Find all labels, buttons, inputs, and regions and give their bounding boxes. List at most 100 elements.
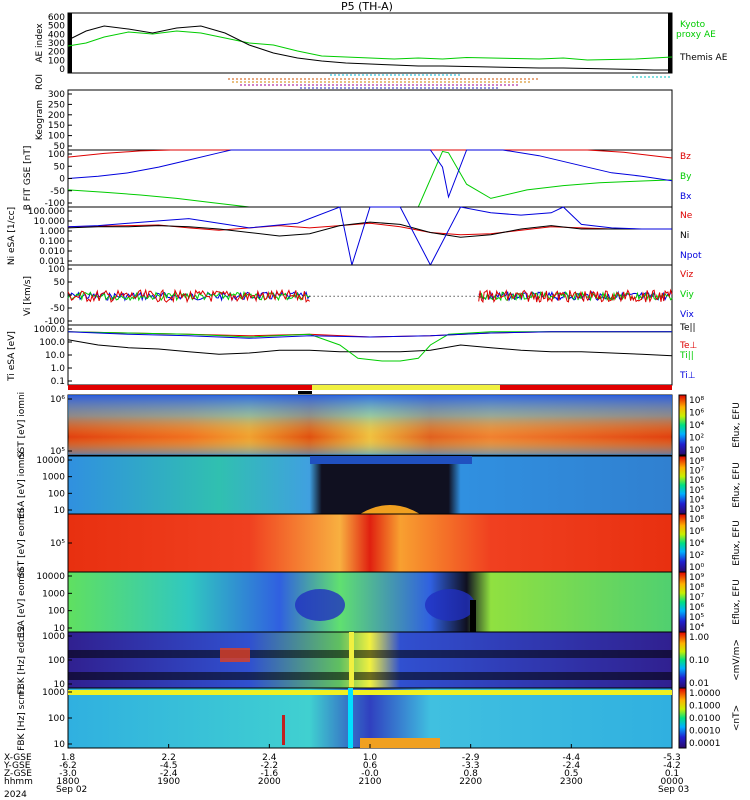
colorbar-tick: 10⁰ (689, 563, 704, 573)
temperature-series (67, 331, 673, 362)
ytick-label: 100 (48, 56, 65, 66)
ytick-label: 600 (48, 13, 65, 23)
legend-ti-par: Ti|| (679, 351, 694, 361)
row-label-hhmm: hhmm (4, 777, 33, 787)
ae-series (67, 25, 673, 71)
mode-bar-black-tick (298, 391, 312, 394)
time-axis-value: -2.2 (261, 761, 279, 771)
colorbar-label: Eflux, EFU (732, 402, 742, 448)
colorbar-tick: 10⁶ (689, 476, 704, 486)
bfield-frame (67, 149, 673, 208)
colorbar-label: <mV/m> (732, 639, 742, 681)
colorbar-tick: 0.0100 (689, 714, 721, 724)
density-frame (67, 206, 673, 266)
time-axis-value: 2200 (459, 777, 482, 787)
time-axis-value: 0.1 (665, 769, 679, 779)
fbk-b-red-line (282, 715, 285, 745)
colorbar-tick: 10⁴ (689, 539, 704, 549)
velocity-series (67, 288, 673, 304)
ytick-label: 0 (59, 291, 65, 301)
time-axis-value: -1.6 (261, 769, 279, 779)
fbk-b-spike (348, 688, 353, 748)
ytick-label: 100.0 (39, 338, 65, 348)
legend-bx: Bx (680, 192, 692, 202)
fbk-e-dark-band-2 (68, 672, 672, 680)
time-axis-value: 1900 (157, 777, 180, 787)
colorbar-tick: 0.1000 (689, 702, 721, 712)
legend-te-perp: Te⊥ (679, 341, 698, 351)
ytick-label: 150 (48, 121, 65, 131)
row-label-year: 2024 (4, 790, 27, 800)
series-line-kyoto-proxy-ae (67, 30, 673, 61)
legend-npot: Npot (680, 251, 702, 261)
ytick-label: 200 (48, 111, 65, 121)
ytick-label: 10 (54, 680, 66, 690)
keogram-frame (67, 89, 673, 151)
ytick-label: 100 (48, 489, 65, 499)
colorbar-tick: 10⁶ (689, 603, 704, 613)
time-axis: 1.8-6.2-3.018002.2-4.5-2.419002.4-2.2-1.… (57, 744, 684, 787)
colorbar-tick: 10³ (689, 505, 704, 515)
density-series (67, 206, 672, 267)
mode-bars (68, 385, 672, 394)
ytick-label: 1000.0 (34, 325, 66, 335)
time-axis-value: 1800 (57, 777, 80, 787)
velocity-yticks: 100 50 0 -50 -100 (45, 265, 72, 327)
colorbar-tick: 10² (689, 551, 704, 561)
fbk-e-dark-band-1 (68, 650, 672, 658)
time-axis-value: 2.2 (162, 753, 176, 763)
series-line-velocity-2 (67, 288, 310, 304)
sst-electron-ylabel: SST [eV] eomni (17, 508, 27, 577)
ytick-label: 10 (54, 624, 66, 634)
legend-ne: Ne (680, 211, 693, 221)
ytick-label: 10000 (36, 572, 65, 582)
time-axis-value: -6.2 (59, 761, 77, 771)
time-axis-value: -5.3 (663, 753, 681, 763)
ytick-label: 0.010 (39, 247, 65, 257)
ytick-label: 1.000 (39, 227, 65, 237)
legend-themis-ae: Themis AE (679, 53, 728, 63)
ytick-label: 50 (54, 162, 66, 172)
time-axis-value: 1.8 (61, 753, 76, 763)
mode-bar-red-right (500, 385, 672, 390)
sst-ion-panel: SST [eV] iomni 10⁶ 10⁵ (17, 392, 673, 458)
fbk-b-panel: FBK [Hz] scm1 1000 100 10 (17, 685, 673, 751)
colorbar-tick: 10⁷ (689, 593, 704, 603)
colorbar-tick: 10⁹ (689, 573, 704, 583)
time-axis-value: 0000 (661, 777, 684, 787)
time-axis-value: -4.5 (160, 761, 178, 771)
colorbar-tick: 0.0001 (689, 739, 721, 749)
colorbar-tick: 10⁰ (689, 446, 704, 456)
ytick-label: 10.0 (45, 351, 65, 361)
sst-electron-heatmap (67, 513, 673, 573)
row-label-zgse: Z-GSE (4, 769, 32, 779)
legend-bz: Bz (680, 152, 691, 162)
series-line-ni (67, 221, 672, 238)
time-axis-value: -0.0 (361, 769, 379, 779)
fbk-e-panel: FBK [Hz] edc12 1000 100 10 (17, 625, 673, 695)
fbk-b-top-band (68, 690, 672, 695)
sst-ion-overlay (68, 395, 672, 455)
row-label-ygse: Y-GSE (3, 761, 31, 771)
colorbar-5 (678, 394, 687, 456)
series-line-velocity-2 (478, 288, 673, 304)
temperature-yticks: 1000.0 100.0 10.0 1.0 0.1 (34, 325, 72, 387)
colorbar-tick: 10⁷ (689, 467, 704, 477)
ytick-label: 0 (59, 175, 65, 185)
fbk-b-ylabel: FBK [Hz] scm1 (17, 685, 27, 751)
ytick-label: 50 (54, 278, 66, 288)
esa-electron-heatmap (67, 571, 673, 633)
esa-electron-panel: ESA [eV] eomni 10000 1000 100 10 (17, 568, 673, 638)
esa-electron-ylabel: ESA [eV] eomni (17, 568, 27, 638)
ytick-label: 400 (48, 30, 65, 40)
esa-ion-heatmap (67, 455, 673, 515)
esa-ion-arc (360, 505, 420, 514)
colorbar-tick: 10⁸ (689, 515, 704, 525)
ytick-label: -50 (50, 304, 65, 314)
bfield-yticks: 100 50 0 -50 -100 (45, 150, 72, 209)
roi-label: ROI (35, 74, 45, 90)
time-axis-value: -2.4 (160, 769, 178, 779)
esa-ion-panel: ESA [eV] iomni 10000 1000 100 10 (17, 451, 673, 519)
row-label-xgse: X-GSE (4, 753, 32, 763)
